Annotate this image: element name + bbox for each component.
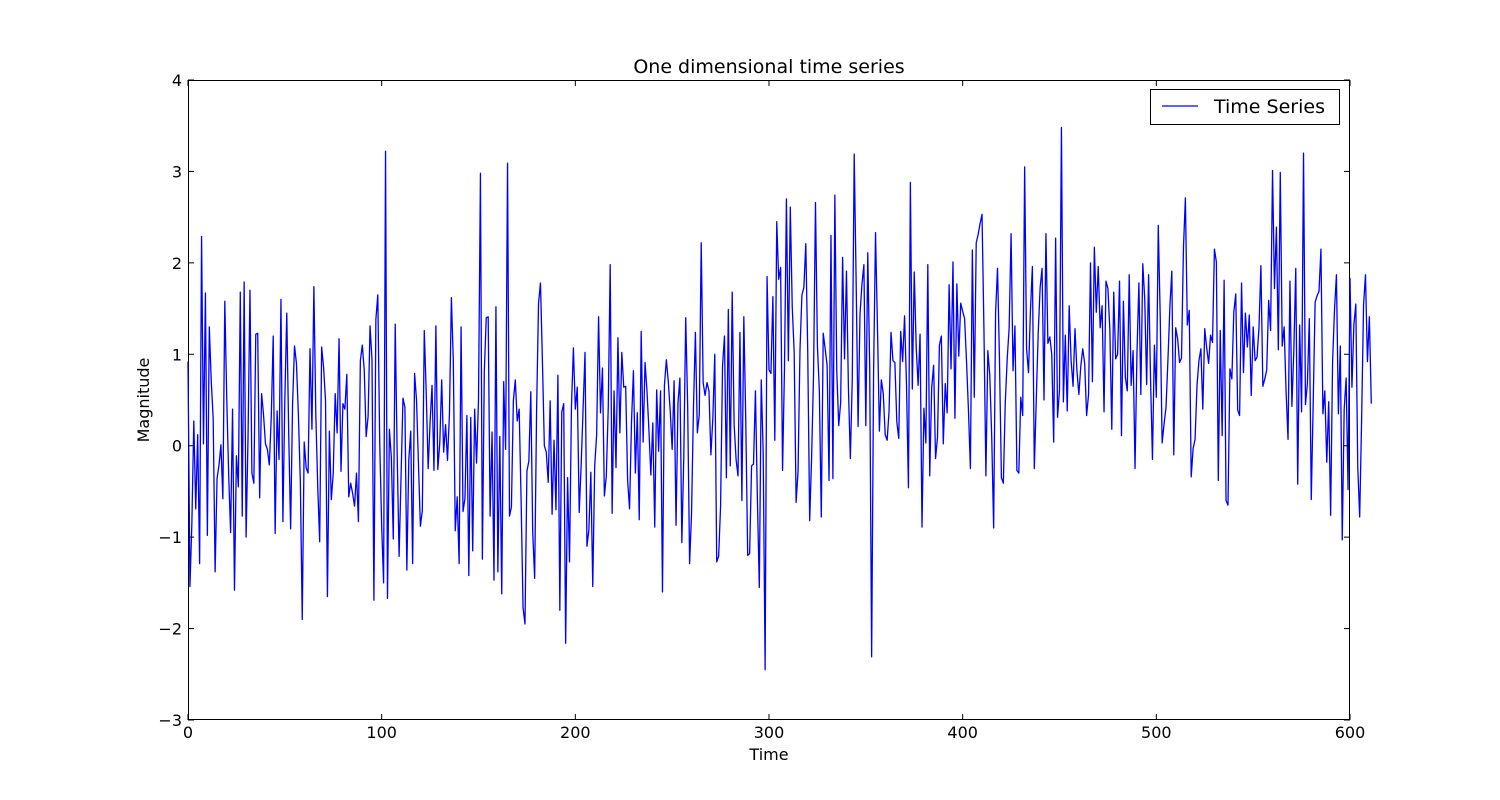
y-tick-label: 3	[172, 162, 182, 181]
y-axis-ticks: −3 −2 −1 0 1 2 3 4	[158, 71, 1350, 730]
y-tick-label: −1	[158, 528, 182, 547]
legend-box	[1150, 89, 1340, 125]
x-tick-label: 100	[366, 723, 397, 742]
x-tick-label: 600	[1335, 723, 1366, 742]
y-tick-label: 1	[172, 345, 182, 364]
chart-title: One dimensional time series	[633, 56, 904, 78]
y-tick-label: 4	[172, 71, 182, 90]
plot-frame	[188, 80, 1350, 720]
y-axis-label: Magnitude	[134, 358, 153, 443]
series-line-time-series	[187, 126, 1372, 671]
y-tick-label: −2	[158, 620, 182, 639]
legend: Time Series	[1150, 89, 1340, 125]
y-tick-label: 2	[172, 254, 182, 273]
y-tick-label: 0	[172, 437, 182, 456]
x-tick-label: 200	[560, 723, 591, 742]
x-tick-label: 0	[183, 723, 193, 742]
x-tick-label: 400	[947, 723, 978, 742]
x-tick-label: 500	[1141, 723, 1172, 742]
x-axis-label: Time	[748, 745, 788, 764]
legend-entry-time-series: Time Series	[1213, 96, 1325, 118]
x-axis-ticks: 0 100 200 300 400 500 600	[183, 80, 1365, 742]
y-tick-label: −3	[158, 711, 182, 730]
plot-area	[187, 80, 1372, 720]
x-tick-label: 300	[754, 723, 785, 742]
